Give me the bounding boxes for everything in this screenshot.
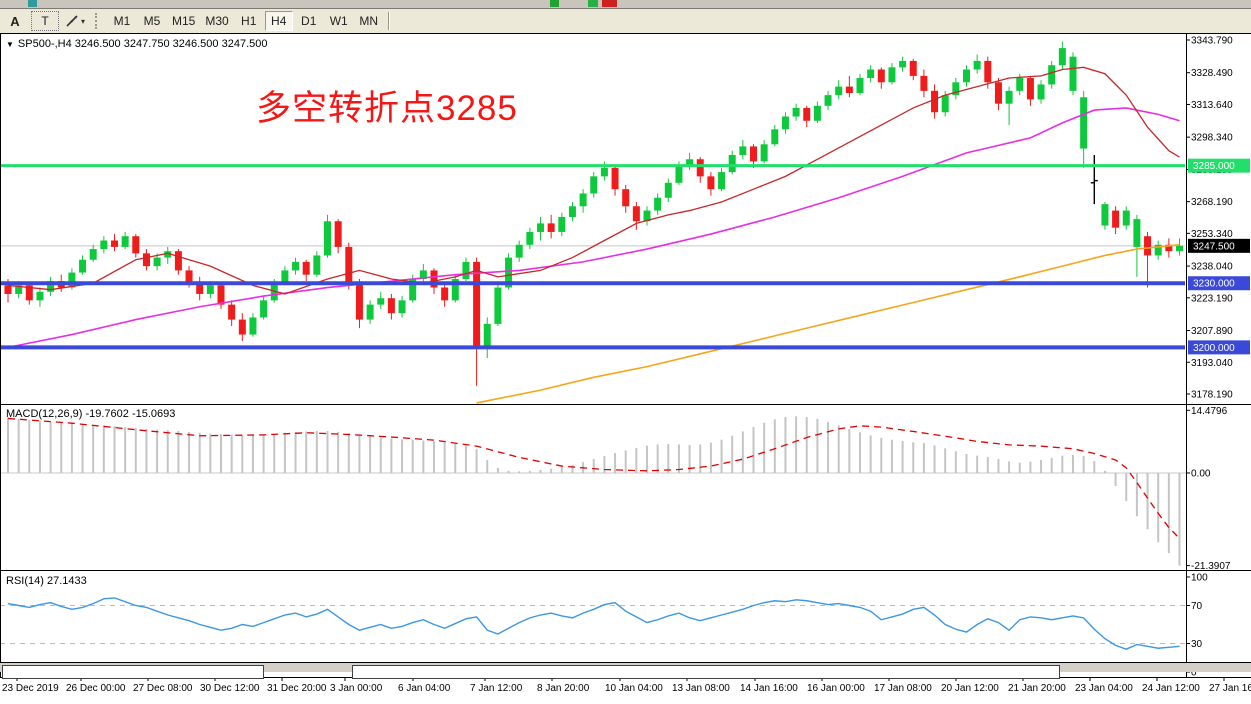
svg-text:14 Jan 16:00: 14 Jan 16:00: [740, 683, 798, 694]
toolbar-remnant-chip: [550, 0, 559, 7]
chart-tab[interactable]: [2, 665, 264, 679]
svg-text:30 Dec 12:00: 30 Dec 12:00: [200, 683, 260, 694]
timeframe-buttons-group: M1 M5 M15 M30 H1 H4 D1 W1 MN: [107, 11, 384, 31]
svg-text:13 Jan 08:00: 13 Jan 08:00: [672, 683, 730, 694]
price-badge: [1188, 276, 1250, 291]
rsi-indicator-label: RSI(14) 27.1433: [6, 575, 87, 587]
toolbar-remnant-chip: [28, 0, 37, 7]
svg-text:3313.640: 3313.640: [1191, 100, 1233, 111]
timeframe-button-d1[interactable]: D1: [301, 14, 317, 28]
svg-text:10 Jan 04:00: 10 Jan 04:00: [605, 683, 663, 694]
dropdown-caret-icon: ▾: [81, 16, 86, 26]
chart-canvas[interactable]: 3343.7903328.4903313.6403298.3403283.190…: [0, 33, 1251, 704]
chart-tab[interactable]: [352, 665, 1060, 679]
symbol-title: ▼ SP500-,H4 3246.500 3247.750 3246.500 32…: [6, 38, 267, 50]
timeframe-button-m5[interactable]: M5: [143, 14, 161, 28]
svg-text:3343.790: 3343.790: [1191, 36, 1233, 47]
svg-text:3285.000: 3285.000: [1193, 161, 1235, 172]
arrows-tool-button[interactable]: ▾: [61, 11, 89, 31]
rsi-line: [7, 597, 1180, 650]
plot-layers: [1, 41, 1185, 404]
time-axis[interactable]: 23 Dec 2019 26 Dec 00:00 27 Dec 08:00 30 De…: [2, 677, 1251, 694]
price-badge: [1188, 340, 1250, 355]
svg-text:3 Jan 00:00: 3 Jan 00:00: [330, 683, 383, 694]
rsi-panel: [0, 597, 1186, 650]
symbol-title-text: SP500-,H4 3246.500 3247.750 3246.500 324…: [17, 38, 268, 50]
price-badge: [1188, 158, 1250, 173]
svg-text:21 Jan 20:00: 21 Jan 20:00: [1008, 683, 1066, 694]
toolbar-drag-handle[interactable]: [95, 13, 102, 29]
toolbar-separator: [387, 12, 389, 30]
svg-text:70: 70: [1191, 601, 1203, 612]
svg-text:27 Jan 16:00: 27 Jan 16:00: [1209, 683, 1251, 694]
moving-average-line: [7, 66, 1180, 295]
svg-text:7 Jan 12:00: 7 Jan 12:00: [470, 683, 523, 694]
svg-text:8 Jan 20:00: 8 Jan 20:00: [537, 683, 590, 694]
svg-text:23 Dec 2019: 23 Dec 2019: [2, 683, 59, 694]
candles-group: [4, 41, 1183, 386]
svg-text:3253.340: 3253.340: [1191, 229, 1233, 240]
font-tool-button[interactable]: A: [10, 13, 20, 29]
svg-text:3268.190: 3268.190: [1191, 197, 1233, 208]
macd-signal-line: [7, 417, 1180, 539]
timeframe-button-h1[interactable]: H1: [241, 14, 257, 28]
svg-text:14.4796: 14.4796: [1191, 406, 1228, 417]
svg-text:3328.490: 3328.490: [1191, 68, 1233, 79]
svg-text:3247.500: 3247.500: [1193, 241, 1235, 252]
moving-average-line: [476, 243, 1180, 404]
svg-text:27 Dec 08:00: 27 Dec 08:00: [133, 683, 193, 694]
chart-window: 3343.7903328.4903313.6403298.3403283.190…: [0, 33, 1251, 704]
svg-text:3223.190: 3223.190: [1191, 293, 1233, 304]
timeframe-button-w1[interactable]: W1: [329, 14, 348, 28]
toolbar-remnant-chip: [588, 0, 598, 7]
text-tool-button[interactable]: T: [31, 11, 59, 31]
timeframe-button-m15[interactable]: M15: [172, 14, 196, 28]
timeframe-button-m30[interactable]: M30: [205, 14, 229, 28]
svg-text:100: 100: [1191, 573, 1208, 584]
svg-text:16 Jan 00:00: 16 Jan 00:00: [807, 683, 865, 694]
timeframe-button-h4[interactable]: H4: [264, 11, 293, 31]
moving-average-line: [7, 107, 1180, 349]
svg-text:20 Jan 12:00: 20 Jan 12:00: [941, 683, 999, 694]
svg-text:24 Jan 12:00: 24 Jan 12:00: [1142, 683, 1200, 694]
price-badge: [1188, 238, 1250, 253]
svg-text:0.00: 0.00: [1191, 469, 1211, 480]
chart-annotation-text[interactable]: 多空转折点3285: [256, 89, 518, 128]
svg-text:3238.040: 3238.040: [1191, 262, 1233, 273]
svg-text:3207.890: 3207.890: [1191, 326, 1233, 337]
chart-tabs-remnant-strip: [0, 662, 1251, 679]
timeframe-button-mn[interactable]: MN: [359, 14, 379, 28]
price-axis[interactable]: 3343.7903328.4903313.6403298.3403283.190…: [1186, 36, 1250, 679]
timeframe-button-m1[interactable]: M1: [113, 14, 131, 28]
svg-text:3298.340: 3298.340: [1191, 133, 1233, 144]
toolbar-remnant-chip: [602, 0, 617, 7]
arrows-tool-icon: [66, 15, 78, 27]
svg-text:0: 0: [1191, 668, 1197, 679]
chevron-down-icon[interactable]: ▼: [6, 40, 14, 49]
svg-text:6 Jan 04:00: 6 Jan 04:00: [398, 683, 451, 694]
svg-text:26 Dec 00:00: 26 Dec 00:00: [66, 683, 126, 694]
svg-text:23 Jan 04:00: 23 Jan 04:00: [1075, 683, 1133, 694]
svg-text:31 Dec 20:00: 31 Dec 20:00: [267, 683, 327, 694]
svg-text:3193.040: 3193.040: [1191, 358, 1233, 369]
toolbar-remnant-strip: [0, 0, 1251, 9]
svg-text:3200.000: 3200.000: [1193, 343, 1235, 354]
svg-text:30: 30: [1191, 639, 1203, 650]
macd-panel: [0, 416, 1186, 566]
svg-text:3230.000: 3230.000: [1193, 279, 1235, 290]
panel-borders: [0, 33, 1251, 678]
macd-indicator-label: MACD(12,26,9) -19.7602 -15.0693: [6, 408, 176, 420]
svg-text:3178.190: 3178.190: [1191, 390, 1233, 401]
svg-text:17 Jan 08:00: 17 Jan 08:00: [874, 683, 932, 694]
svg-text:-21.3907: -21.3907: [1191, 561, 1231, 572]
